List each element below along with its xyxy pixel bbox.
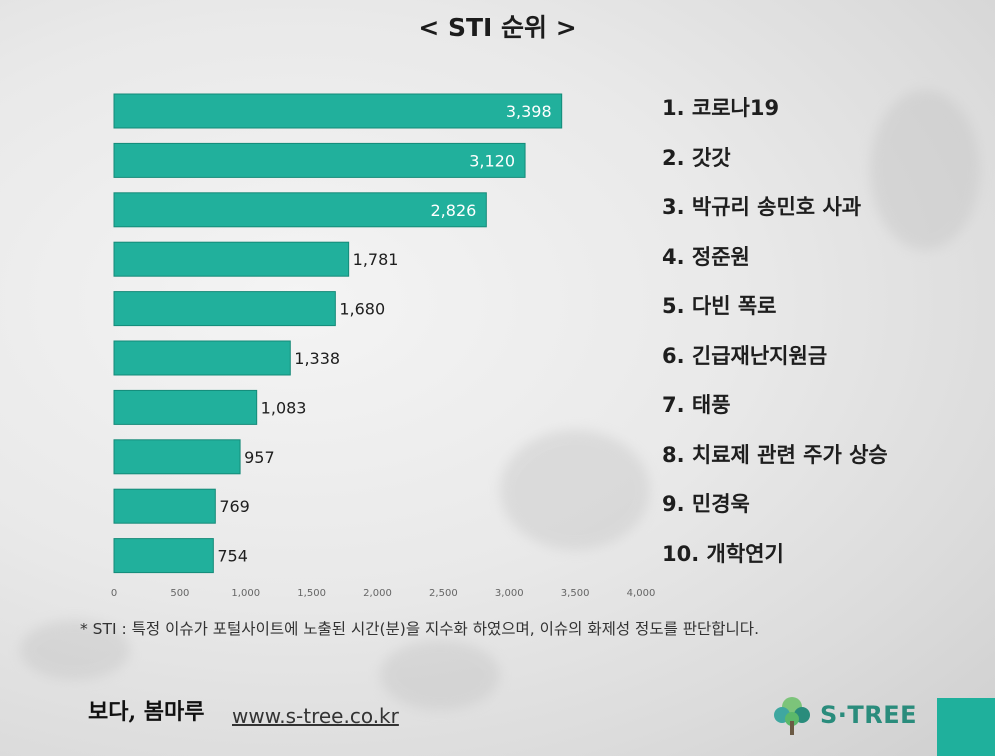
data-label: 769 xyxy=(219,497,250,516)
ranking-item: 3. 박규리 송민호 사과 xyxy=(662,195,862,219)
x-tick-label: 1,000 xyxy=(231,588,260,599)
data-label: 1,083 xyxy=(261,398,307,417)
bar xyxy=(113,192,487,228)
bar xyxy=(113,340,291,376)
bar xyxy=(113,291,336,327)
bar xyxy=(113,142,526,178)
website-link[interactable]: www.s-tree.co.kr xyxy=(232,704,399,728)
corner-accent xyxy=(937,698,995,756)
brand-logo: S·TREE xyxy=(772,693,917,737)
bar-chart: 3,398 3,120 2,826 1,781 1,680 1,338 1,083 957 76… xyxy=(111,93,656,599)
tree-icon xyxy=(774,697,810,735)
bar xyxy=(113,538,214,574)
ranking-list: 1. 코로나19 2. 갓갓 3. 박규리 송민호 사과 4. 정준원 5. 다… xyxy=(662,88,982,583)
x-tick-label: 1,500 xyxy=(297,588,326,599)
data-label: 754 xyxy=(217,547,248,566)
x-tick-label: 2,000 xyxy=(363,588,392,599)
x-tick-label: 3,000 xyxy=(495,588,524,599)
data-label: 1,338 xyxy=(294,349,340,368)
footnote: * STI : 특정 이슈가 포털사이트에 노출된 시간(분)을 지수화 하였으… xyxy=(80,620,759,638)
bar xyxy=(113,488,216,524)
background-blur xyxy=(870,90,980,250)
x-tick-label: 2,500 xyxy=(429,588,458,599)
x-tick-label: 0 xyxy=(111,588,117,599)
bar xyxy=(113,93,563,129)
ranking-item: 8. 치료제 관련 주가 상승 xyxy=(662,442,888,467)
logo-text: S·TREE xyxy=(820,701,918,729)
ranking-item: 2. 갓갓 xyxy=(662,145,731,170)
data-label: 3,398 xyxy=(506,102,552,121)
ranking-item: 10. 개학연기 xyxy=(662,541,784,566)
bar xyxy=(113,389,258,425)
bar xyxy=(113,439,241,475)
x-tick-label: 3,500 xyxy=(561,588,590,599)
ranking-item: 1. 코로나19 xyxy=(662,96,780,120)
background-blur xyxy=(20,620,130,680)
bar xyxy=(113,241,350,277)
x-tick-label: 500 xyxy=(170,588,189,599)
ranking-item: 5. 다빈 폭로 xyxy=(662,294,777,318)
ranking-item: 7. 태풍 xyxy=(662,393,731,417)
background-blur xyxy=(500,430,650,550)
data-label: 1,781 xyxy=(353,250,399,269)
chart-title: < STI 순위 > xyxy=(418,13,577,42)
data-label: 1,680 xyxy=(339,300,385,319)
signature-logo: 보다, 봄마루 xyxy=(88,699,205,725)
data-label: 2,826 xyxy=(431,201,477,220)
data-label: 3,120 xyxy=(469,151,515,170)
x-tick-label: 4,000 xyxy=(627,588,656,599)
data-label: 957 xyxy=(244,448,275,467)
ranking-item: 4. 정준원 xyxy=(662,244,750,269)
ranking-item: 9. 민경욱 xyxy=(662,492,750,516)
ranking-item: 6. 긴급재난지원금 xyxy=(662,343,828,368)
background-blur xyxy=(380,640,500,710)
